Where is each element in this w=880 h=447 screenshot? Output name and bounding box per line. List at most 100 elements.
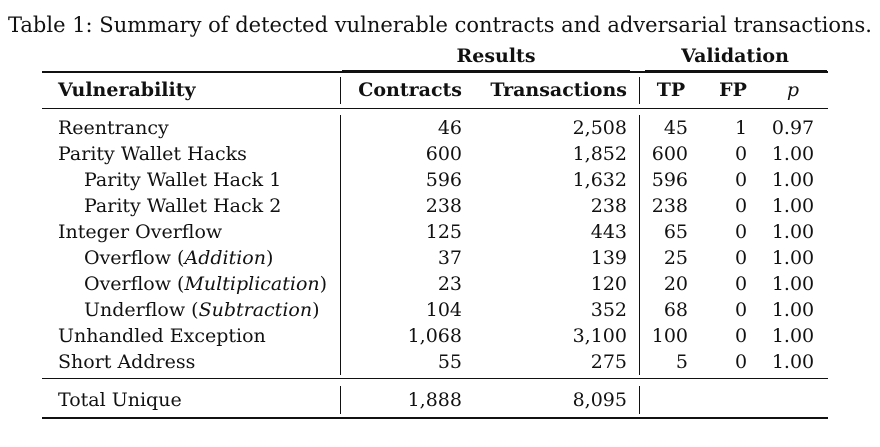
row-fp: 1 xyxy=(734,117,748,139)
row-contracts: 600 xyxy=(425,143,462,165)
row-p: 0.97 xyxy=(771,117,815,139)
row-name: Integer Overflow xyxy=(58,220,222,244)
row-name-text: Overflow ( xyxy=(84,247,185,269)
row-p: 1.00 xyxy=(771,325,815,347)
top-rule xyxy=(42,71,828,73)
row-tp: 68 xyxy=(663,299,688,321)
row-contracts: 55 xyxy=(437,351,462,373)
row-fp: 0 xyxy=(734,195,748,217)
total-transactions: 8,095 xyxy=(572,389,627,411)
row-transactions: 1,632 xyxy=(572,169,627,191)
row-name: Short Address xyxy=(58,350,195,374)
header-separator-2 xyxy=(639,77,640,104)
row-contracts: 23 xyxy=(437,273,462,295)
validation-cmidrule xyxy=(645,70,827,71)
header-tp: TP xyxy=(656,79,686,101)
body-separator-1 xyxy=(340,115,341,375)
row-name-text: Short Address xyxy=(58,351,196,373)
row-name-text: Reentrancy xyxy=(58,117,169,139)
row-name: Parity Wallet Hack 2 xyxy=(84,194,281,218)
row-p: 1.00 xyxy=(771,247,815,269)
row-contracts: 46 xyxy=(437,117,462,139)
row-name: Parity Wallet Hacks xyxy=(58,142,247,166)
row-name-text: Underflow ( xyxy=(84,299,199,321)
row-tp: 20 xyxy=(663,273,688,295)
row-p: 1.00 xyxy=(771,195,815,217)
header-vulnerability: Vulnerability xyxy=(58,79,196,101)
row-transactions: 120 xyxy=(590,273,627,295)
total-contracts: 1,888 xyxy=(407,389,462,411)
total-separator-2 xyxy=(639,386,640,414)
row-transactions: 2,508 xyxy=(572,117,627,139)
header-fp: FP xyxy=(719,79,747,101)
bottom-rule xyxy=(42,417,828,419)
row-name-text: Parity Wallet Hack 2 xyxy=(84,195,282,217)
row-p: 1.00 xyxy=(771,143,815,165)
body-separator-2 xyxy=(639,115,640,375)
header-separator-1 xyxy=(340,77,341,104)
row-name-text: Integer Overflow xyxy=(58,221,223,243)
row-fp: 0 xyxy=(734,247,748,269)
row-name: Unhandled Exception xyxy=(58,324,266,348)
row-contracts: 596 xyxy=(425,169,462,191)
row-name-text: Parity Wallet Hacks xyxy=(58,143,247,165)
total-rule xyxy=(42,378,828,379)
row-transactions: 275 xyxy=(590,351,627,373)
row-p: 1.00 xyxy=(771,273,815,295)
results-cmidrule xyxy=(342,70,630,71)
row-contracts: 238 xyxy=(425,195,462,217)
mid-rule xyxy=(42,108,828,109)
row-name: Parity Wallet Hack 1 xyxy=(84,168,281,192)
total-label: Total Unique xyxy=(58,389,182,411)
row-tp: 25 xyxy=(663,247,688,269)
row-fp: 0 xyxy=(734,169,748,191)
row-name: Overflow (Addition) xyxy=(84,246,273,270)
row-name-emphasis: Multiplication xyxy=(184,273,320,295)
row-transactions: 443 xyxy=(590,221,627,243)
row-fp: 0 xyxy=(734,273,748,295)
row-fp: 0 xyxy=(734,143,748,165)
row-fp: 0 xyxy=(734,325,748,347)
validation-group-header: Validation xyxy=(681,45,789,67)
row-p: 1.00 xyxy=(771,221,815,243)
row-tp: 238 xyxy=(651,195,688,217)
row-fp: 0 xyxy=(734,351,748,373)
row-name-text: Unhandled Exception xyxy=(58,325,266,347)
row-name-tail: ) xyxy=(265,247,274,269)
row-name-emphasis: Addition xyxy=(184,247,266,269)
row-transactions: 1,852 xyxy=(572,143,627,165)
row-transactions: 352 xyxy=(590,299,627,321)
row-name-text: Overflow ( xyxy=(84,273,185,295)
row-tp: 45 xyxy=(663,117,688,139)
row-tp: 65 xyxy=(663,221,688,243)
row-name: Overflow (Multiplication) xyxy=(84,272,327,296)
row-contracts: 125 xyxy=(425,221,462,243)
row-name-tail: ) xyxy=(319,273,328,295)
row-name: Reentrancy xyxy=(58,116,169,140)
row-contracts: 1,068 xyxy=(407,325,462,347)
row-tp: 5 xyxy=(675,351,688,373)
row-p: 1.00 xyxy=(771,351,815,373)
row-contracts: 104 xyxy=(425,299,462,321)
row-p: 1.00 xyxy=(771,299,815,321)
header-transactions: Transactions xyxy=(490,79,627,101)
row-name: Underflow (Subtraction) xyxy=(84,298,320,322)
row-name-emphasis: Subtraction xyxy=(198,299,313,321)
table-caption: Table 1: Summary of detected vulnerable … xyxy=(8,13,872,37)
header-contracts: Contracts xyxy=(358,79,462,101)
row-transactions: 238 xyxy=(590,195,627,217)
row-fp: 0 xyxy=(734,299,748,321)
row-tp: 596 xyxy=(651,169,688,191)
row-name-text: Parity Wallet Hack 1 xyxy=(84,169,282,191)
row-fp: 0 xyxy=(734,221,748,243)
row-tp: 600 xyxy=(651,143,688,165)
row-contracts: 37 xyxy=(437,247,462,269)
results-group-header: Results xyxy=(456,45,536,67)
total-separator-1 xyxy=(340,386,341,414)
row-p: 1.00 xyxy=(771,169,815,191)
row-tp: 100 xyxy=(651,325,688,347)
header-p: p xyxy=(786,79,800,101)
row-name-tail: ) xyxy=(312,299,320,321)
row-transactions: 139 xyxy=(590,247,627,269)
row-transactions: 3,100 xyxy=(572,325,627,347)
